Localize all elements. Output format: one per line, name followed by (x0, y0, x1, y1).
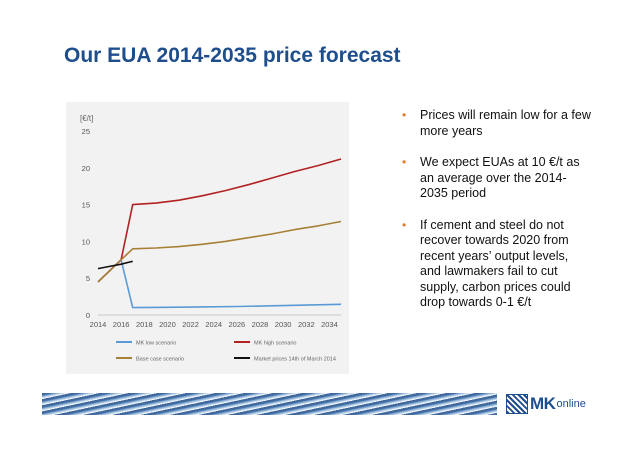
legend-label: MK low scenario (136, 341, 176, 347)
bullet-text: If cement and steel do not recover towar… (420, 217, 571, 310)
x-tick-label: 2022 (182, 320, 199, 329)
chart-panel: [€/t] 0 5 10 15 20 25 2014 2016 2018 2020 2022 2024 2… (66, 102, 349, 374)
y-tick-label: 25 (82, 127, 90, 136)
legend-label: Market prices 14th of March 2014 (254, 357, 336, 363)
bullet-text: Prices will remain low for a few more ye… (420, 108, 591, 138)
logo-mk-text: MK (530, 394, 556, 413)
logo-online-text: online (556, 398, 586, 410)
bullet-item: • If cement and steel do not recover tow… (402, 218, 592, 311)
series-line (97, 260, 133, 270)
mk-online-logo: MK online (506, 393, 586, 415)
bullet-item: • Prices will remain low for a few more … (402, 108, 592, 139)
y-tick-label: 15 (82, 201, 90, 210)
x-tick-label: 2018 (136, 320, 153, 329)
y-axis-label: [€/t] (80, 114, 93, 123)
logo-mark-icon (506, 394, 528, 414)
bullet-item: • We expect EUAs at 10 €/t as an average… (402, 155, 592, 202)
x-tick-label: 2024 (205, 320, 222, 329)
legend-label: MK high scenario (254, 341, 297, 347)
y-tick-label: 20 (82, 164, 90, 173)
y-tick-label: 0 (86, 311, 90, 320)
x-tick-label: 2030 (275, 320, 292, 329)
legend-label: Base case scenario (136, 357, 184, 363)
x-tick-label: 2034 (321, 320, 338, 329)
x-tick-label: 2014 (90, 320, 107, 329)
x-tick-label: 2026 (229, 320, 246, 329)
x-tick-label: 2032 (298, 320, 315, 329)
bullet-list: • Prices will remain low for a few more … (402, 108, 592, 327)
y-tick-label: 10 (82, 237, 90, 246)
x-tick-label: 2020 (159, 320, 176, 329)
series-line (97, 158, 342, 283)
footer-band (42, 393, 497, 415)
bullet-dot-icon: • (402, 108, 407, 122)
slide-title: Our EUA 2014-2035 price forecast (64, 44, 401, 67)
x-tick-label: 2028 (252, 320, 269, 329)
bullet-dot-icon: • (402, 155, 407, 169)
series-line (97, 220, 342, 283)
y-tick-label: 5 (86, 274, 90, 283)
price-forecast-chart: [€/t] 0 5 10 15 20 25 2014 2016 2018 2020 2022 2024 2… (80, 114, 342, 363)
bullet-text: We expect EUAs at 10 €/t as an average o… (420, 155, 580, 200)
x-tick-label: 2016 (113, 320, 130, 329)
bullet-dot-icon: • (402, 217, 407, 232)
series-line (97, 259, 342, 309)
